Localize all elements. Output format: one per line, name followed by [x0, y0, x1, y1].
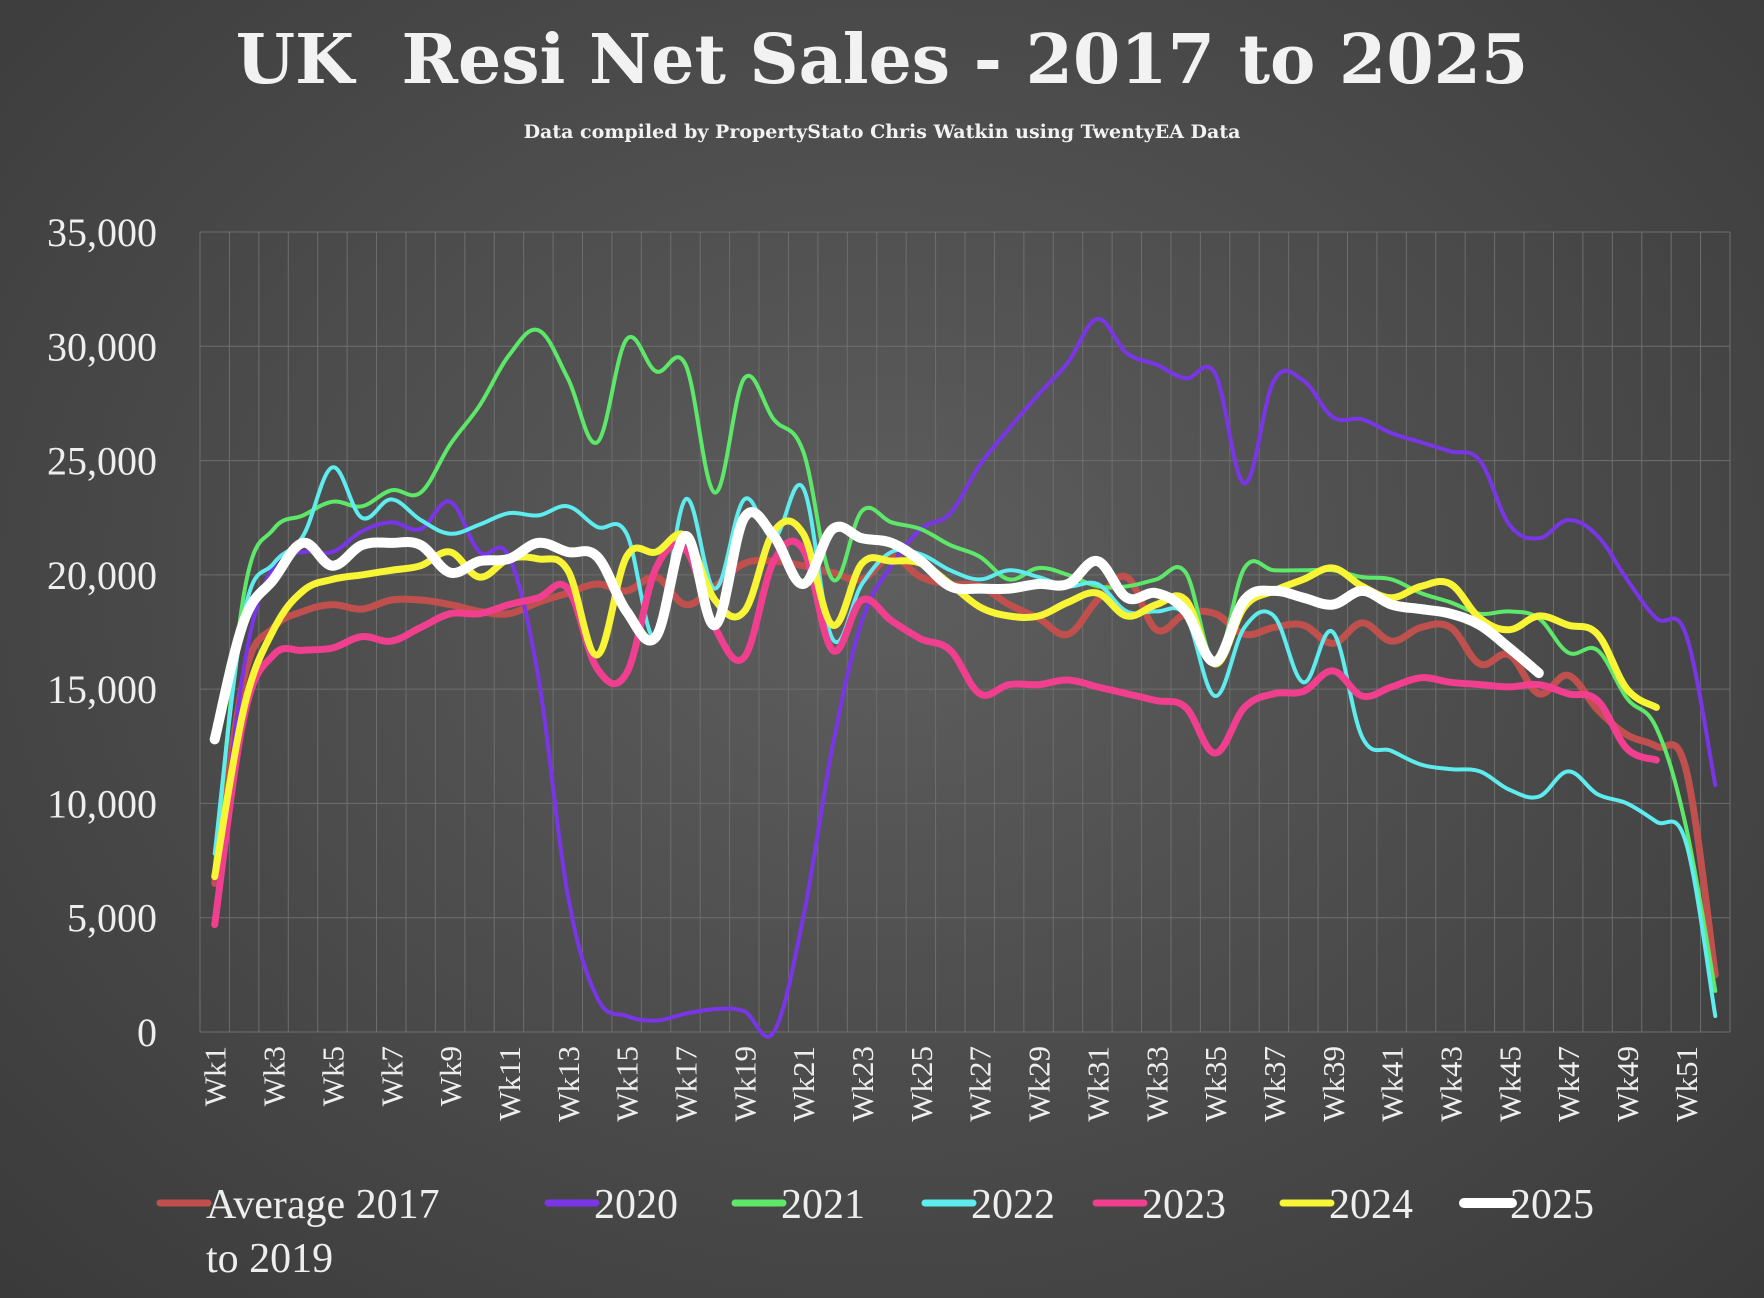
legend-item: 2023 [1092, 1182, 1226, 1228]
x-tick-label: Wk5 [315, 1046, 350, 1106]
series-lines [209, 316, 1719, 1039]
x-tick-label: Wk37 [1257, 1046, 1292, 1122]
legend-label: 2022 [971, 1182, 1055, 1228]
x-tick-label: Wk49 [1610, 1046, 1645, 1122]
legend-label: to 2019 [206, 1236, 333, 1282]
y-tick-label: 5,000 [67, 896, 157, 941]
legend-item: 2022 [921, 1182, 1055, 1228]
chart-subtitle: Data compiled by PropertyStato Chris Wat… [524, 121, 1241, 143]
x-tick-label: Wk15 [610, 1046, 645, 1122]
y-axis-ticks: 0 5,000 10,000 15,000 20,000 25,000 30,000 35,0… [47, 210, 157, 1055]
series-line-2024 [211, 517, 1660, 881]
legend-item: 2021 [731, 1182, 865, 1228]
series-line-2023 [211, 537, 1660, 929]
x-tick-label: Wk47 [1551, 1046, 1586, 1122]
x-tick-label: Wk43 [1433, 1046, 1468, 1122]
series-line-2021 [212, 327, 1718, 993]
legend-label: 2025 [1510, 1182, 1594, 1228]
x-tick-label: Wk33 [1139, 1046, 1174, 1122]
x-tick-label: Wk11 [492, 1046, 527, 1121]
x-tick-label: Wk21 [786, 1046, 821, 1122]
legend-label: 2024 [1329, 1182, 1413, 1228]
x-tick-label: Wk29 [1022, 1046, 1057, 1122]
y-tick-label: 25,000 [47, 439, 157, 484]
series-line-2025 [209, 507, 1544, 745]
legend-item: Average 2017 to 2019 [156, 1182, 440, 1282]
x-tick-label: Wk9 [433, 1046, 468, 1106]
x-axis-ticks: Wk1 Wk3 Wk5 Wk7 Wk9 Wk11 Wk13 Wk15 Wk17 Wk19 Wk21 W… [198, 1046, 1704, 1122]
x-tick-label: Wk35 [1198, 1046, 1233, 1122]
y-tick-label: 20,000 [47, 553, 157, 598]
legend-label: 2021 [781, 1182, 865, 1228]
x-tick-label: Wk51 [1669, 1046, 1704, 1122]
series-line-2020 [212, 316, 1718, 1039]
legend: Average 2017 to 2019 2020 2021 2022 2023 2024 2… [156, 1182, 1594, 1282]
chart-title: UK Resi Net Sales - 2017 to 2025 [236, 20, 1529, 100]
y-tick-label: 15,000 [47, 667, 157, 712]
x-tick-label: Wk23 [845, 1046, 880, 1122]
y-tick-label: 35,000 [47, 210, 157, 255]
x-tick-label: Wk45 [1492, 1046, 1527, 1122]
x-tick-label: Wk39 [1316, 1046, 1351, 1122]
y-tick-label: 10,000 [47, 781, 157, 826]
legend-item: 2020 [544, 1182, 678, 1228]
legend-label: 2020 [594, 1182, 678, 1228]
x-tick-label: Wk7 [374, 1046, 409, 1106]
x-tick-label: Wk13 [551, 1046, 586, 1122]
series-line-2022 [212, 465, 1718, 1018]
x-tick-label: Wk3 [257, 1046, 292, 1106]
x-tick-label: Wk25 [904, 1046, 939, 1122]
legend-item: 2024 [1279, 1182, 1413, 1228]
y-tick-label: 0 [137, 1010, 157, 1055]
grid [199, 231, 1731, 1033]
x-tick-label: Wk17 [668, 1046, 703, 1122]
legend-label: Average 2017 [206, 1182, 440, 1228]
legend-label: 2023 [1142, 1182, 1226, 1228]
x-tick-label: Wk41 [1375, 1046, 1410, 1122]
legend-item: 2025 [1459, 1182, 1594, 1228]
y-tick-label: 30,000 [47, 324, 157, 369]
x-tick-label: Wk27 [963, 1046, 998, 1122]
x-tick-label: Wk31 [1080, 1046, 1115, 1122]
x-tick-label: Wk1 [198, 1046, 233, 1106]
x-tick-label: Wk19 [727, 1046, 762, 1122]
